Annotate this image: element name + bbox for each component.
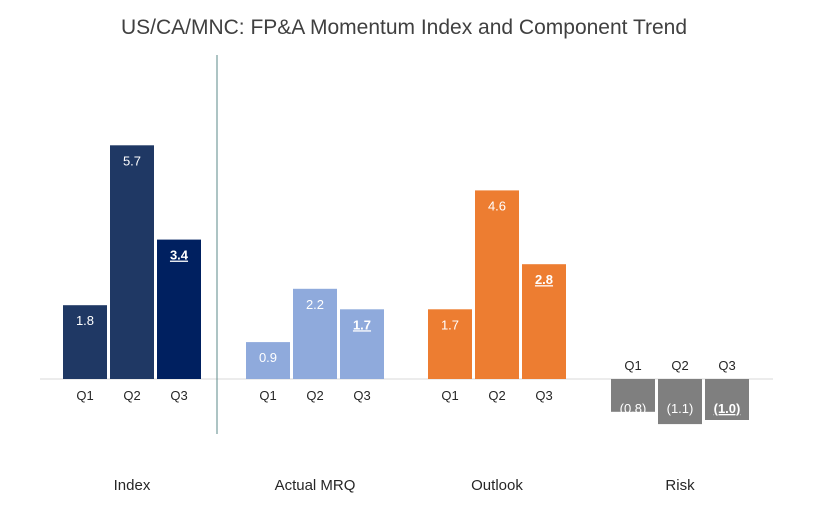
- group-risk: (0.8) Q1 (1.1) Q2 (1.0) Q3 Risk: [611, 358, 749, 494]
- group-outlook: 1.7 Q1 4.6 Q2 2.8 Q3 Outlook: [428, 190, 566, 494]
- group-label-actual-mrq: Actual MRQ: [275, 477, 356, 494]
- tick-label-risk-q2: Q2: [671, 358, 688, 373]
- data-label-index-q1: 1.8: [76, 313, 94, 328]
- data-label-risk-q3: (1.0): [714, 401, 741, 416]
- data-label-risk-q1: (0.8): [620, 401, 647, 416]
- bar-risk-q3: [705, 379, 749, 420]
- tick-label-index-q3: Q3: [170, 388, 187, 403]
- data-label-outlook-q2: 4.6: [488, 198, 506, 213]
- data-label-risk-q2: (1.1): [667, 401, 694, 416]
- data-label-actual-mrq-q1: 0.9: [259, 350, 277, 365]
- data-label-actual-mrq-q3: 1.7: [353, 317, 371, 332]
- bar-outlook-q3: [522, 264, 566, 379]
- tick-label-risk-q3: Q3: [718, 358, 735, 373]
- group-label-index: Index: [114, 477, 151, 494]
- bar-actual-mrq-q1: [246, 342, 290, 379]
- tick-label-risk-q1: Q1: [624, 358, 641, 373]
- tick-label-outlook-q2: Q2: [488, 388, 505, 403]
- tick-label-index-q1: Q1: [76, 388, 93, 403]
- group-actual-mrq: 0.9 Q1 2.2 Q2 1.7 Q3 Actual MRQ: [246, 288, 384, 494]
- data-label-index-q2: 5.7: [123, 153, 141, 168]
- bar-outlook-q2: [475, 190, 519, 379]
- tick-label-actual-mrq-q3: Q3: [353, 388, 370, 403]
- bar-index-q1: [63, 305, 107, 379]
- bar-index-q3: [157, 239, 201, 379]
- tick-label-actual-mrq-q2: Q2: [306, 388, 323, 403]
- tick-label-actual-mrq-q1: Q1: [259, 388, 276, 403]
- tick-label-outlook-q3: Q3: [535, 388, 552, 403]
- data-label-index-q3: 3.4: [170, 248, 189, 263]
- bar-risk-q1: [611, 379, 655, 412]
- chart-title: US/CA/MNC: FP&A Momentum Index and Compo…: [121, 16, 687, 39]
- bar-actual-mrq-q2: [293, 288, 337, 379]
- data-label-actual-mrq-q2: 2.2: [306, 297, 324, 312]
- plot-area: 1.8 Q1 5.7 Q2 3.4 Q3 Index 0.9 Q1 2.2 Q2 1.7 Q3 Actua…: [40, 55, 773, 494]
- bar-actual-mrq-q3: [340, 309, 384, 379]
- data-label-outlook-q3: 2.8: [535, 272, 553, 287]
- group-index: 1.8 Q1 5.7 Q2 3.4 Q3 Index: [63, 145, 201, 494]
- bar-index-q2: [110, 145, 154, 379]
- tick-label-index-q2: Q2: [123, 388, 140, 403]
- tick-label-outlook-q1: Q1: [441, 388, 458, 403]
- group-label-risk: Risk: [665, 477, 695, 494]
- bar-risk-q2: [658, 379, 702, 425]
- bar-outlook-q1: [428, 309, 472, 379]
- group-label-outlook: Outlook: [471, 477, 523, 494]
- data-label-outlook-q1: 1.7: [441, 317, 459, 332]
